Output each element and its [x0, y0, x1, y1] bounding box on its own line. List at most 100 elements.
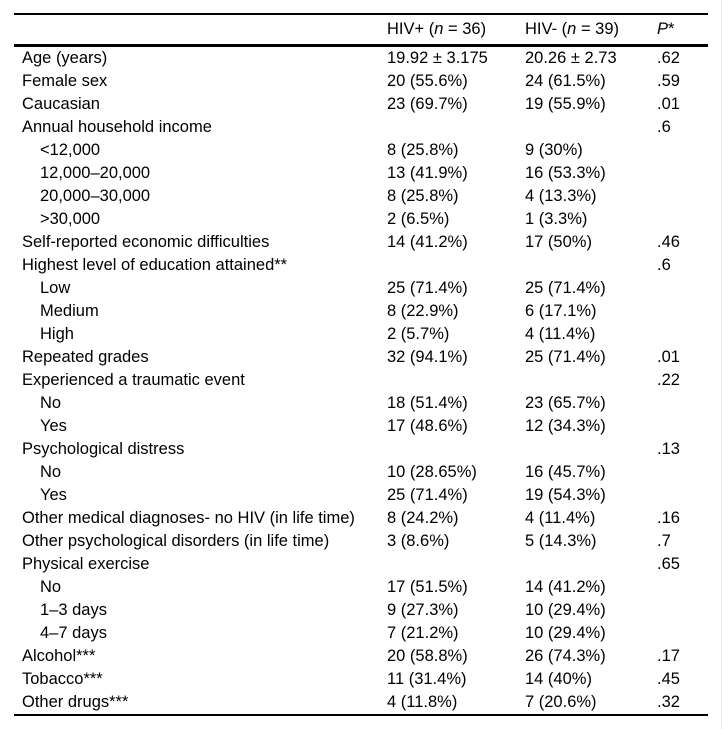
table-row: 20,000–30,000 8 (25.8%) 4 (13.3%)	[14, 185, 708, 208]
p-value: .32	[657, 691, 708, 716]
row-label: Yes	[40, 417, 67, 436]
hiv-negative-value: 4 (11.4%)	[525, 325, 596, 344]
hiv-positive-value: 11 (31.4%)	[387, 670, 467, 689]
p-value: .59	[657, 72, 680, 91]
table-row: Tobacco*** 11 (31.4%) 14 (40%) .45	[14, 668, 708, 691]
hiv-negative-value: 6 (17.1%)	[525, 302, 597, 321]
hiv-negative-value	[525, 438, 657, 461]
table-row: Self-reported economic difficulties 14 (…	[14, 231, 708, 254]
table-row: Highest level of education attained** .6	[14, 254, 708, 277]
column-header-hiv-negative: HIV- (n = 39)	[525, 13, 657, 47]
table-row: Repeated grades 32 (94.1%) 25 (71.4%) .0…	[14, 346, 708, 369]
p-value	[657, 208, 708, 231]
table-row: Annual household income .6	[14, 116, 708, 139]
table-row: Yes 25 (71.4%) 19 (54.3%)	[14, 484, 708, 507]
hiv-positive-value: 25 (71.4%)	[387, 279, 468, 298]
row-label: Annual household income	[22, 118, 212, 137]
hiv-positive-value	[387, 438, 525, 461]
hiv-negative-value: 10 (29.4%)	[525, 624, 606, 643]
row-label: Self-reported economic difficulties	[22, 233, 270, 252]
table-row: Alcohol*** 20 (58.8%) 26 (74.3%) .17	[14, 645, 708, 668]
row-label: Yes	[40, 486, 67, 505]
hiv-negative-value: 4 (11.4%)	[525, 509, 596, 528]
table-row: Yes 17 (48.6%) 12 (34.3%)	[14, 415, 708, 438]
hiv-negative-value: 16 (45.7%)	[525, 463, 606, 482]
row-label: Tobacco***	[22, 670, 103, 689]
hiv-positive-value: 17 (48.6%)	[387, 417, 468, 436]
row-label: Repeated grades	[22, 348, 149, 367]
header-text: = 39)	[576, 20, 620, 39]
p-value	[657, 323, 708, 346]
table-row: <12,000 8 (25.8%) 9 (30%)	[14, 139, 708, 162]
row-label: No	[40, 578, 62, 597]
p-value	[657, 576, 708, 599]
hiv-positive-value	[387, 254, 525, 277]
p-value: .46	[657, 233, 680, 252]
row-label: High	[40, 325, 74, 344]
table-row: 12,000–20,000 13 (41.9%) 16 (53.3%)	[14, 162, 708, 185]
hiv-negative-value: 14 (41.2%)	[525, 578, 606, 597]
hiv-negative-value: 4 (13.3%)	[525, 187, 597, 206]
row-label: >30,000	[40, 210, 101, 229]
table-row: Other medical diagnoses- no HIV (in life…	[14, 507, 708, 530]
hiv-negative-value	[525, 254, 657, 277]
p-value: .01	[657, 95, 680, 114]
p-value	[657, 139, 708, 162]
hiv-positive-value: 20 (58.8%)	[387, 647, 468, 666]
hiv-positive-value: 3 (8.6%)	[387, 532, 450, 551]
hiv-positive-value: 18 (51.4%)	[387, 394, 468, 413]
hiv-negative-value: 17 (50%)	[525, 233, 592, 252]
hiv-negative-value: 20.26 ± 2.73	[525, 49, 617, 68]
header-text: HIV- (	[525, 20, 568, 39]
column-header-variable	[14, 13, 387, 47]
p-value	[657, 277, 708, 300]
table-row: Physical exercise .65	[14, 553, 708, 576]
row-label: Physical exercise	[22, 555, 150, 574]
hiv-negative-value: 7 (20.6%)	[525, 691, 657, 716]
hiv-negative-value: 1 (3.3%)	[525, 210, 588, 229]
hiv-positive-value: 8 (22.9%)	[387, 302, 459, 321]
demographics-table: HIV+ (n = 36) HIV- (n = 39) P* Age (year…	[14, 13, 708, 716]
table-row: No 18 (51.4%) 23 (65.7%)	[14, 392, 708, 415]
p-value: .17	[657, 647, 680, 666]
hiv-negative-value: 25 (71.4%)	[525, 279, 606, 298]
p-value: .6	[657, 118, 671, 137]
row-label: 4–7 days	[40, 624, 107, 643]
p-value	[657, 392, 708, 415]
p-value: .16	[657, 509, 680, 528]
p-value: .22	[657, 371, 680, 390]
hiv-negative-value: 5 (14.3%)	[525, 532, 597, 551]
p-value	[657, 461, 708, 484]
hiv-positive-value: 2 (6.5%)	[387, 210, 450, 229]
hiv-positive-value: 17 (51.5%)	[387, 578, 468, 597]
row-label: Female sex	[22, 72, 108, 91]
p-value	[657, 622, 708, 645]
p-value: .7	[657, 532, 671, 551]
hiv-negative-value: 16 (53.3%)	[525, 164, 606, 183]
header-text: = 36)	[443, 20, 487, 39]
table-row: Other drugs*** 4 (11.8%) 7 (20.6%) .32	[14, 691, 708, 716]
hiv-positive-value: 32 (94.1%)	[387, 348, 468, 367]
p-value: .62	[657, 49, 680, 68]
row-label: 1–3 days	[40, 601, 107, 620]
row-label: <12,000	[40, 141, 101, 160]
hiv-positive-value: 8 (25.8%)	[387, 187, 459, 206]
hiv-positive-value: 10 (28.65%)	[387, 463, 477, 482]
hiv-positive-value: 8 (24.2%)	[387, 509, 459, 528]
hiv-positive-value	[387, 116, 525, 139]
table-row: Medium 8 (22.9%) 6 (17.1%)	[14, 300, 708, 323]
header-row: HIV+ (n = 36) HIV- (n = 39) P*	[14, 13, 708, 47]
hiv-negative-value: 24 (61.5%)	[525, 72, 606, 91]
hiv-positive-value: 14 (41.2%)	[387, 233, 468, 252]
p-value	[657, 185, 708, 208]
table-row: No 17 (51.5%) 14 (41.2%)	[14, 576, 708, 599]
row-label: Medium	[40, 302, 99, 321]
row-label: Alcohol***	[22, 647, 96, 666]
p-value: .45	[657, 670, 680, 689]
italic-n: n	[434, 20, 444, 39]
p-value	[657, 162, 708, 185]
hiv-positive-value: 9 (27.3%)	[387, 601, 459, 620]
row-label: 20,000–30,000	[40, 187, 151, 206]
row-label: Other drugs***	[14, 691, 387, 716]
row-label: 12,000–20,000	[40, 164, 151, 183]
